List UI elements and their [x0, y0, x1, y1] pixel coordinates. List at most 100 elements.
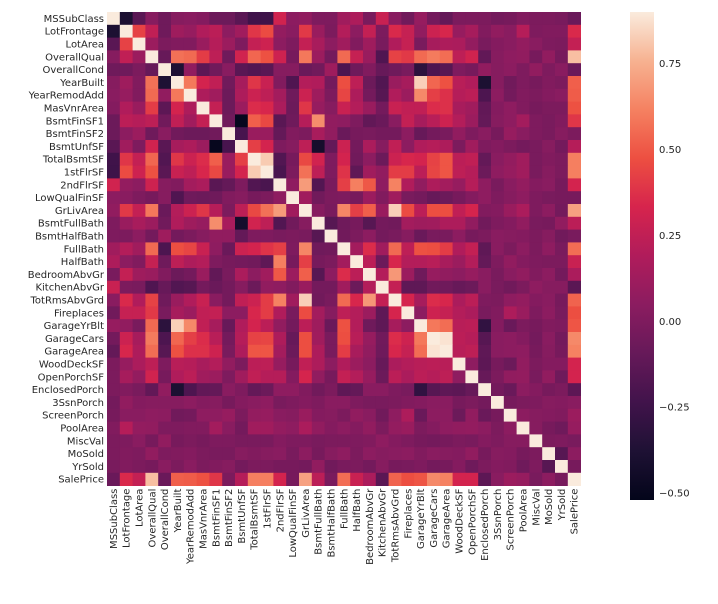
heatmap-cell	[299, 460, 313, 474]
heatmap-cell	[414, 408, 428, 422]
heatmap-cell	[401, 472, 415, 486]
heatmap-cell	[427, 50, 441, 64]
heatmap-cell	[183, 268, 197, 282]
heatmap-cell	[414, 114, 428, 128]
heatmap-cell	[119, 37, 133, 51]
heatmap-cell	[145, 63, 159, 77]
heatmap-cell	[452, 165, 466, 179]
heatmap-cell	[516, 447, 530, 461]
heatmap-cell	[247, 242, 261, 256]
heatmap-cell	[324, 242, 338, 256]
heatmap-cell	[491, 76, 505, 90]
heatmap-cell	[299, 165, 313, 179]
heatmap-cell	[209, 434, 223, 448]
heatmap-cell	[478, 88, 492, 102]
heatmap-cell	[119, 370, 133, 384]
heatmap-cell	[119, 127, 133, 141]
heatmap-cell	[465, 268, 479, 282]
heatmap-cell	[491, 229, 505, 243]
heatmap-cell	[465, 408, 479, 422]
heatmap-cell	[222, 50, 236, 64]
heatmap-cell	[235, 50, 249, 64]
x-tick-label: KitchenAbvGr	[378, 488, 389, 557]
heatmap-cell	[247, 216, 261, 230]
heatmap-cell	[311, 88, 325, 102]
heatmap-cell	[375, 396, 389, 410]
heatmap-cell	[260, 472, 274, 486]
heatmap-cell	[452, 216, 466, 230]
heatmap-cell	[299, 24, 313, 38]
heatmap-cell	[222, 255, 236, 269]
heatmap-cell	[542, 88, 556, 102]
heatmap-cell	[567, 460, 581, 474]
y-tick-label: MiscVal	[67, 436, 104, 447]
heatmap-cell	[119, 280, 133, 294]
heatmap-cell	[324, 191, 338, 205]
heatmap-cell	[311, 396, 325, 410]
heatmap-cell	[375, 332, 389, 346]
heatmap-cell	[478, 472, 492, 486]
heatmap-cell	[158, 421, 172, 435]
heatmap-cell	[145, 165, 159, 179]
heatmap-cell	[273, 460, 287, 474]
heatmap-cell	[516, 50, 530, 64]
heatmap-cell	[427, 306, 441, 320]
heatmap-cell	[363, 229, 377, 243]
x-tick-label: SalePrice	[570, 489, 581, 535]
heatmap-cell	[350, 24, 364, 38]
heatmap-cell	[260, 12, 274, 26]
heatmap-cell	[247, 88, 261, 102]
heatmap-cell	[311, 114, 325, 128]
heatmap-cell	[247, 24, 261, 38]
heatmap-cell	[209, 76, 223, 90]
heatmap-cell	[503, 293, 517, 307]
heatmap-cell	[158, 178, 172, 192]
heatmap-cell	[503, 24, 517, 38]
heatmap-cell	[503, 114, 517, 128]
heatmap-cell	[145, 293, 159, 307]
heatmap-cell	[119, 421, 133, 435]
heatmap-cell	[273, 63, 287, 77]
heatmap-cell	[286, 472, 300, 486]
heatmap-cell	[427, 408, 441, 422]
heatmap-cell	[158, 306, 172, 320]
heatmap-cell	[324, 140, 338, 154]
heatmap-cell	[337, 216, 351, 230]
heatmap-cell	[465, 242, 479, 256]
heatmap-cell	[388, 280, 402, 294]
heatmap-cell	[516, 383, 530, 397]
heatmap-cell	[516, 319, 530, 333]
heatmap-cell	[311, 127, 325, 141]
heatmap-cell	[516, 12, 530, 26]
heatmap-cell	[132, 37, 146, 51]
heatmap-cell	[529, 37, 543, 51]
heatmap-cell	[107, 12, 121, 26]
heatmap-cell	[324, 50, 338, 64]
heatmap-cell	[491, 127, 505, 141]
heatmap-cell	[567, 268, 581, 282]
heatmap-cell	[363, 114, 377, 128]
heatmap-cell	[503, 396, 517, 410]
heatmap-cell	[542, 204, 556, 218]
heatmap-cell	[260, 460, 274, 474]
heatmap-cell	[529, 280, 543, 294]
heatmap-cell	[311, 152, 325, 166]
heatmap-cell	[478, 140, 492, 154]
heatmap-cell	[171, 101, 185, 115]
heatmap-cell	[337, 421, 351, 435]
heatmap-cell	[529, 50, 543, 64]
heatmap-cell	[273, 76, 287, 90]
heatmap-cell	[427, 370, 441, 384]
heatmap-cell	[196, 76, 210, 90]
heatmap-cell	[542, 280, 556, 294]
heatmap-cell	[516, 255, 530, 269]
heatmap-cell	[209, 293, 223, 307]
heatmap-cell	[235, 447, 249, 461]
heatmap-cell	[542, 268, 556, 282]
heatmap-cell	[196, 370, 210, 384]
heatmap-cell	[555, 242, 569, 256]
colorbar-tick-label: 0.50	[659, 145, 681, 156]
heatmap-cell	[337, 255, 351, 269]
heatmap-cell	[452, 152, 466, 166]
heatmap-cell	[529, 165, 543, 179]
